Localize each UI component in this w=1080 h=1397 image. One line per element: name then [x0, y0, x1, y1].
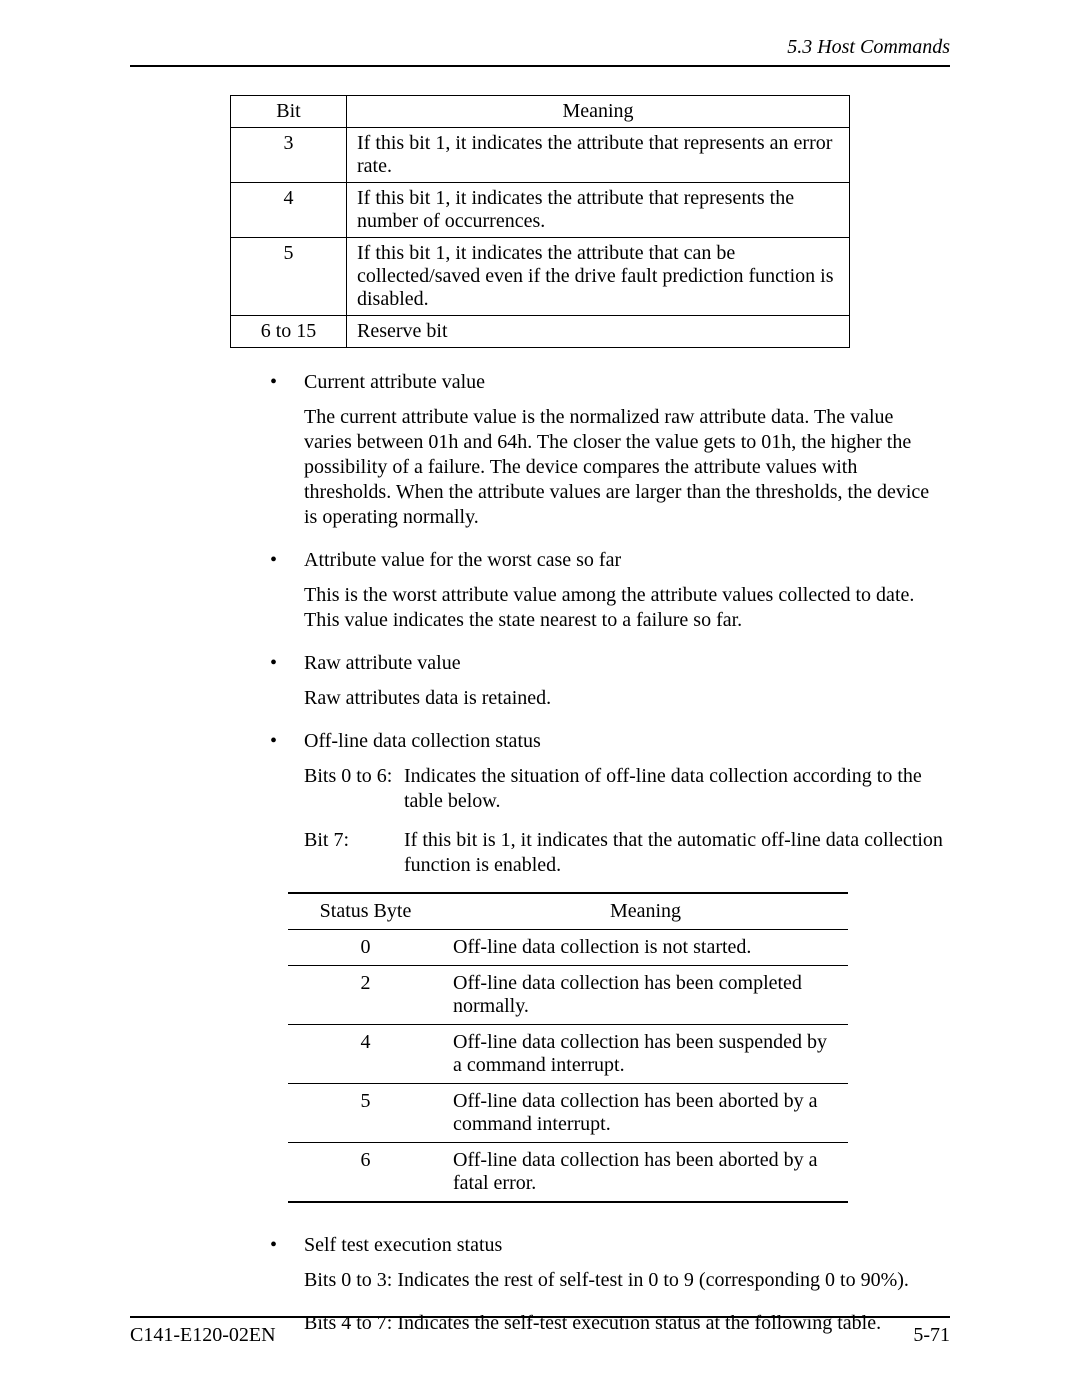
bullet-item: • Self test execution status [270, 1233, 945, 1258]
page-footer: C141-E120-02EN 5-71 [130, 1316, 950, 1347]
statusbyte-cell: 4 [288, 1025, 443, 1084]
bit-meaning-table: Bit Meaning 3 If this bit 1, it indicate… [230, 95, 850, 348]
col-meaning-header: Meaning [443, 893, 848, 930]
meaning-cell: Off-line data collection has been comple… [443, 966, 848, 1025]
bullet-title: Off-line data collection status [304, 729, 945, 754]
definition-row: Bits 0 to 6: Indicates the situation of … [304, 764, 945, 814]
table-row: 2 Off-line data collection has been comp… [288, 966, 848, 1025]
col-statusbyte-header: Status Byte [288, 893, 443, 930]
bullet-title: Current attribute value [304, 370, 945, 395]
bullet-item: • Attribute value for the worst case so … [270, 548, 945, 573]
def-label: Bits 0 to 6: [304, 764, 404, 814]
meaning-cell: Reserve bit [347, 316, 850, 348]
bit-cell: 5 [231, 238, 347, 316]
bit-cell: 6 to 15 [231, 316, 347, 348]
def-label: Bit 7: [304, 828, 404, 878]
bullet-icon: • [270, 370, 304, 395]
table-header-row: Status Byte Meaning [288, 893, 848, 930]
meaning-cell: If this bit 1, it indicates the attribut… [347, 183, 850, 238]
table-row: 5 Off-line data collection has been abor… [288, 1084, 848, 1143]
page-header: 5.3 Host Commands [130, 36, 950, 67]
def-text: Indicates the situation of off-line data… [404, 764, 945, 814]
status-byte-table: Status Byte Meaning 0 Off-line data coll… [288, 892, 848, 1203]
body-content: • Current attribute value The current at… [270, 370, 945, 878]
def-text: If this bit is 1, it indicates that the … [404, 828, 945, 878]
meaning-cell: Off-line data collection is not started. [443, 930, 848, 966]
table-row: 0 Off-line data collection is not starte… [288, 930, 848, 966]
table-row: 4 If this bit 1, it indicates the attrib… [231, 183, 850, 238]
col-meaning-header: Meaning [347, 96, 850, 128]
bullet-item: • Off-line data collection status [270, 729, 945, 754]
statusbyte-cell: 0 [288, 930, 443, 966]
statusbyte-cell: 6 [288, 1143, 443, 1203]
table-row: 6 to 15 Reserve bit [231, 316, 850, 348]
footer-right: 5-71 [913, 1324, 950, 1347]
statusbyte-cell: 5 [288, 1084, 443, 1143]
table-row: 4 Off-line data collection has been susp… [288, 1025, 848, 1084]
table-header-row: Bit Meaning [231, 96, 850, 128]
col-bit-header: Bit [231, 96, 347, 128]
bullet-title: Self test execution status [304, 1233, 945, 1258]
bullet-icon: • [270, 729, 304, 754]
footer-left: C141-E120-02EN [130, 1324, 276, 1347]
bullet-title: Raw attribute value [304, 651, 945, 676]
definition-row: Bit 7: If this bit is 1, it indicates th… [304, 828, 945, 878]
bullet-item: • Current attribute value [270, 370, 945, 395]
table-row: 3 If this bit 1, it indicates the attrib… [231, 128, 850, 183]
bit-cell: 4 [231, 183, 347, 238]
section-label: 5.3 Host Commands [787, 36, 950, 58]
bullet-item: • Raw attribute value [270, 651, 945, 676]
bit-cell: 3 [231, 128, 347, 183]
table-row: 6 Off-line data collection has been abor… [288, 1143, 848, 1203]
statusbyte-cell: 2 [288, 966, 443, 1025]
bullet-icon: • [270, 548, 304, 573]
meaning-cell: Off-line data collection has been aborte… [443, 1143, 848, 1203]
bullet-paragraph: Raw attributes data is retained. [304, 686, 945, 711]
bullet-paragraph: This is the worst attribute value among … [304, 583, 945, 633]
table-row: 5 If this bit 1, it indicates the attrib… [231, 238, 850, 316]
meaning-cell: Off-line data collection has been suspen… [443, 1025, 848, 1084]
bullet-icon: • [270, 651, 304, 676]
meaning-cell: Off-line data collection has been aborte… [443, 1084, 848, 1143]
bullet-paragraph: Bits 0 to 3: Indicates the rest of self-… [304, 1268, 945, 1293]
bullet-title: Attribute value for the worst case so fa… [304, 548, 945, 573]
bullet-icon: • [270, 1233, 304, 1258]
meaning-cell: If this bit 1, it indicates the attribut… [347, 238, 850, 316]
meaning-cell: If this bit 1, it indicates the attribut… [347, 128, 850, 183]
bullet-paragraph: The current attribute value is the norma… [304, 405, 945, 530]
page: 5.3 Host Commands Bit Meaning 3 If this … [0, 0, 1080, 1397]
